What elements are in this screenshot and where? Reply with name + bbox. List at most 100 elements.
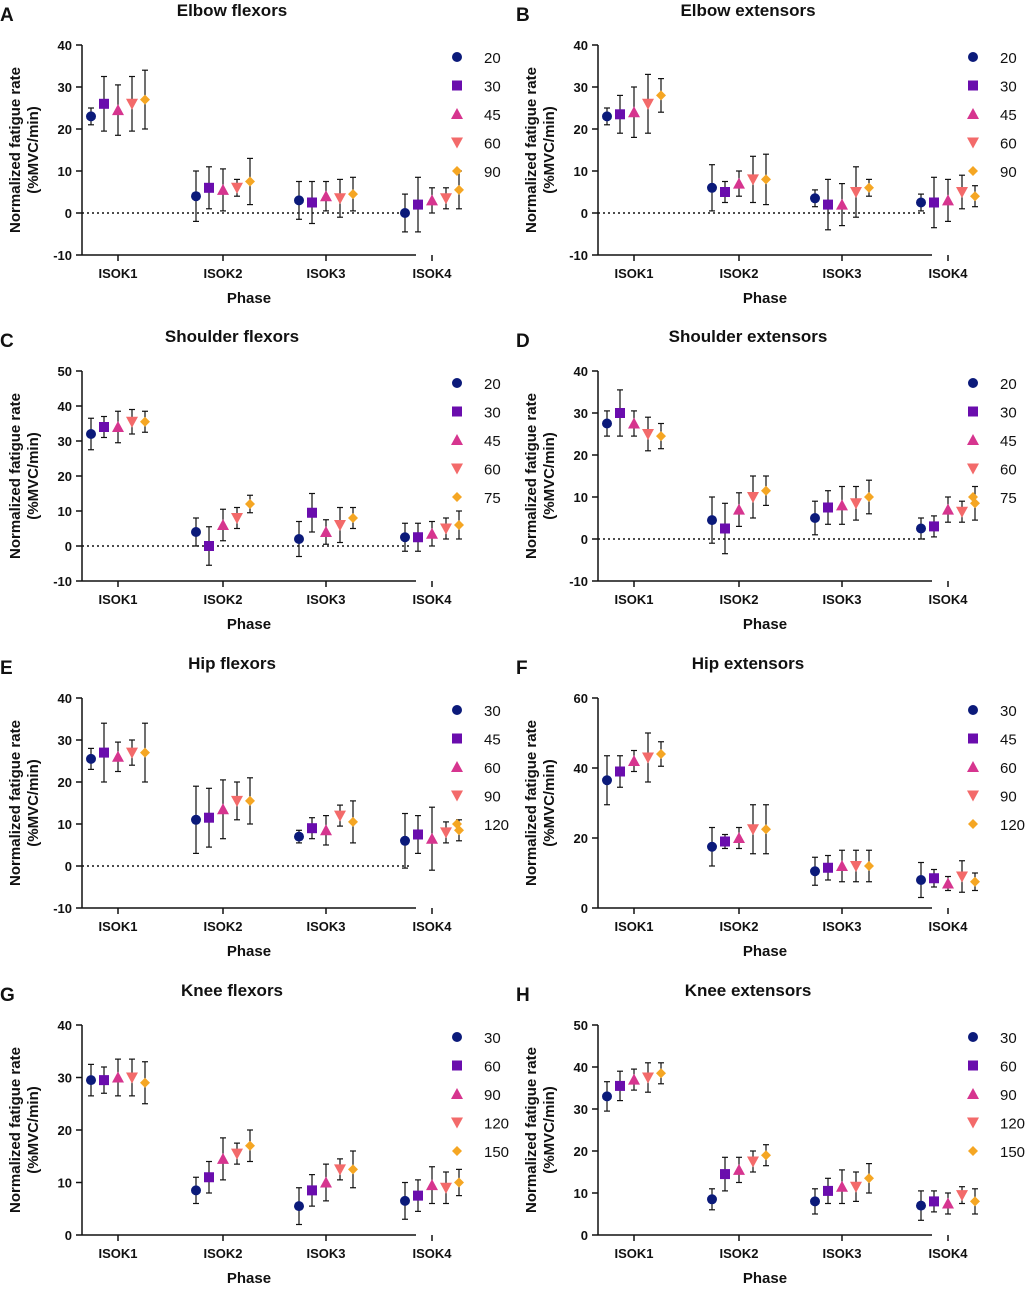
series-45 <box>628 86 954 227</box>
series-20 <box>602 410 926 544</box>
chart-panel-h: H Knee extensors 0 10 20 30 40 50 ISOK1 ISOK2 ISOK… <box>516 981 1025 1287</box>
data-point <box>823 199 833 210</box>
data-point <box>426 194 438 206</box>
series-20 <box>602 107 926 212</box>
data-point <box>747 1156 759 1168</box>
y-tick-label: 30 <box>574 1102 588 1117</box>
y-tick-label: 10 <box>58 164 72 179</box>
data-point <box>720 1169 730 1180</box>
series-20 <box>86 417 410 558</box>
x-tick-label: ISOK3 <box>306 592 345 607</box>
data-point <box>320 824 332 836</box>
data-point <box>440 193 452 205</box>
legend-marker <box>968 406 978 417</box>
legend-label: 45 <box>484 433 501 450</box>
data-point <box>602 111 612 122</box>
y-axis-label-line2: (%MVC/min) <box>25 106 42 194</box>
chart-panel-c: C Shoulder flexors -10 0 10 20 30 40 50 ISOK1 ISOK… <box>0 327 501 633</box>
x-tick-label: ISOK4 <box>412 266 452 281</box>
data-point <box>294 831 304 842</box>
y-axis-label-line2: (%MVC/min) <box>25 759 42 847</box>
data-point <box>720 523 730 534</box>
series-120 <box>642 1062 968 1205</box>
data-point <box>400 835 410 846</box>
legend-label: 120 <box>484 817 509 834</box>
data-point <box>413 199 423 210</box>
data-point <box>245 795 255 806</box>
series-30 <box>86 1063 410 1226</box>
series-30 <box>602 1081 926 1221</box>
data-point <box>307 507 317 518</box>
data-point <box>615 766 625 777</box>
data-point <box>615 408 625 418</box>
data-point <box>454 520 464 530</box>
data-point <box>747 824 759 836</box>
x-tick-label: ISOK4 <box>928 1246 968 1261</box>
x-tick-label: ISOK4 <box>928 266 968 281</box>
y-axis-label-line1: Normalized fatigue rate <box>523 393 540 559</box>
data-point <box>707 841 717 852</box>
legend-marker <box>968 492 978 502</box>
y-axis-label-line1: Normalized fatigue rate <box>523 67 540 233</box>
data-point <box>231 1148 243 1160</box>
data-point <box>454 184 464 195</box>
legend-marker <box>967 790 979 802</box>
data-point <box>956 506 968 518</box>
data-point <box>747 492 759 503</box>
x-tick-label: ISOK1 <box>614 266 653 281</box>
series-30 <box>86 747 410 869</box>
data-point <box>850 498 862 510</box>
panel-letter: C <box>0 331 14 352</box>
legend-label: 90 <box>484 1087 501 1104</box>
series-75 <box>140 410 464 540</box>
chart-title: Hip flexors <box>188 654 276 673</box>
data-point <box>294 195 304 206</box>
data-point <box>245 176 255 187</box>
y-tick-label: 40 <box>58 1018 72 1033</box>
data-point <box>810 513 820 523</box>
x-tick-label: ISOK1 <box>614 919 653 934</box>
y-axis-label-line2: (%MVC/min) <box>541 432 558 520</box>
series-45 <box>112 410 438 547</box>
data-point <box>126 1072 138 1084</box>
y-tick-label: 10 <box>574 164 588 179</box>
data-point <box>440 827 452 839</box>
x-tick-label: ISOK2 <box>719 266 758 281</box>
y-axis-label-line1: Normalized fatigue rate <box>7 720 24 886</box>
y-axis-label-line1: Normalized fatigue rate <box>7 393 24 559</box>
data-point <box>126 747 138 759</box>
data-point <box>204 812 214 823</box>
data-point <box>642 98 654 110</box>
data-point <box>320 190 332 202</box>
panel-letter: D <box>516 331 530 352</box>
data-point <box>850 1181 862 1193</box>
legend-label: 45 <box>1000 732 1017 749</box>
legend-marker <box>451 1117 463 1129</box>
chart-title: Knee flexors <box>181 981 283 1000</box>
data-point <box>970 1196 980 1207</box>
data-point <box>942 877 954 889</box>
legend-marker <box>968 819 978 829</box>
legend-label: 60 <box>1000 462 1017 479</box>
data-point <box>864 861 874 871</box>
x-tick-label: ISOK3 <box>306 266 345 281</box>
chart-title: Knee extensors <box>685 981 812 1000</box>
y-tick-label: 10 <box>574 490 588 505</box>
legend-marker <box>967 761 979 772</box>
data-point <box>642 429 654 440</box>
x-tick-label: ISOK1 <box>614 592 653 607</box>
data-point <box>615 1080 625 1091</box>
legend-label: 90 <box>1000 789 1017 806</box>
data-point <box>810 1196 820 1207</box>
y-axis-label-line1: Normalized fatigue rate <box>7 1047 24 1213</box>
legend-label: 90 <box>1000 1087 1017 1104</box>
data-point <box>720 836 730 847</box>
y-axis-label-line1: Normalized fatigue rate <box>523 720 540 886</box>
data-point <box>126 98 138 110</box>
y-tick-label: 20 <box>58 775 72 790</box>
x-axis-label: Phase <box>743 943 787 960</box>
chart-title: Hip extensors <box>692 654 804 673</box>
y-tick-label: 40 <box>574 1060 588 1075</box>
y-axis-label-line2: (%MVC/min) <box>25 432 42 520</box>
y-tick-label: -10 <box>569 248 588 263</box>
